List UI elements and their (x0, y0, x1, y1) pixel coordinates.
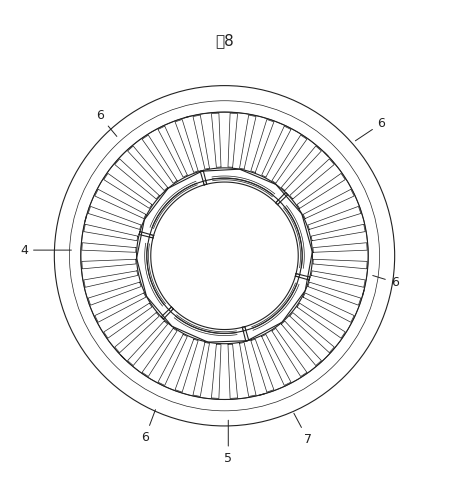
Text: 図8: 図8 (215, 33, 234, 48)
Text: 7: 7 (294, 413, 312, 446)
Text: 5: 5 (224, 420, 232, 465)
Text: 6: 6 (141, 410, 155, 444)
Text: 6: 6 (373, 276, 399, 289)
Text: 6: 6 (96, 109, 117, 137)
Text: 4: 4 (20, 243, 71, 257)
Text: 6: 6 (355, 117, 385, 141)
